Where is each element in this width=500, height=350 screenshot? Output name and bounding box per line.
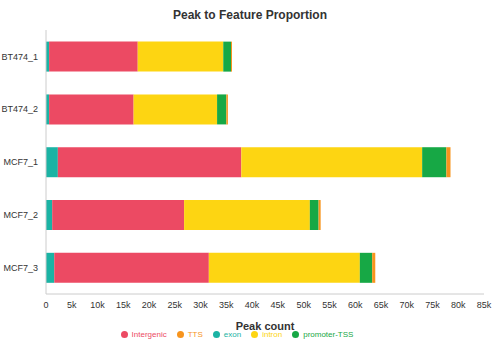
svg-text:60k: 60k [348, 300, 363, 310]
svg-text:40k: 40k [245, 300, 260, 310]
svg-text:45k: 45k [271, 300, 286, 310]
html-text:Intergenic: Intergenic [131, 330, 167, 339]
svg-text:70k: 70k [399, 300, 414, 310]
svg-text:MCF7_1: MCF7_1 [8, 157, 38, 167]
svg-text:55k: 55k [322, 300, 337, 310]
svg-text:0: 0 [43, 300, 48, 310]
svg-text:10k: 10k [90, 300, 105, 310]
svg-text:30k: 30k [193, 300, 208, 310]
svg-text:75k: 75k [425, 300, 440, 310]
svg-text:MCF7_2: MCF7_2 [8, 210, 38, 220]
svg-text:65k: 65k [374, 300, 389, 310]
svg-text:50k: 50k [296, 300, 311, 310]
html-text:Peak to Feature Proportion: Peak to Feature Proportion [173, 8, 327, 22]
svg-text:85k: 85k [477, 300, 492, 310]
svg-text:MCF7_3: MCF7_3 [8, 263, 38, 273]
svg-text:BT474_1: BT474_1 [8, 52, 38, 62]
svg-text:15k: 15k [116, 300, 131, 310]
svg-text:35k: 35k [219, 300, 234, 310]
html-text:TTS: TTS [187, 330, 203, 339]
svg-text:80k: 80k [451, 300, 466, 310]
svg-text:Peak count: Peak count [236, 320, 295, 332]
svg-text:BT474_2: BT474_2 [8, 104, 38, 114]
svg-text:25k: 25k [168, 300, 183, 310]
svg-text:20k: 20k [142, 300, 157, 310]
html-text:intron: intron [262, 330, 283, 339]
html-text:exon: exon [223, 330, 242, 339]
html-text:promoter-TSS: promoter-TSS [303, 330, 354, 339]
svg-text:5k: 5k [67, 300, 77, 310]
